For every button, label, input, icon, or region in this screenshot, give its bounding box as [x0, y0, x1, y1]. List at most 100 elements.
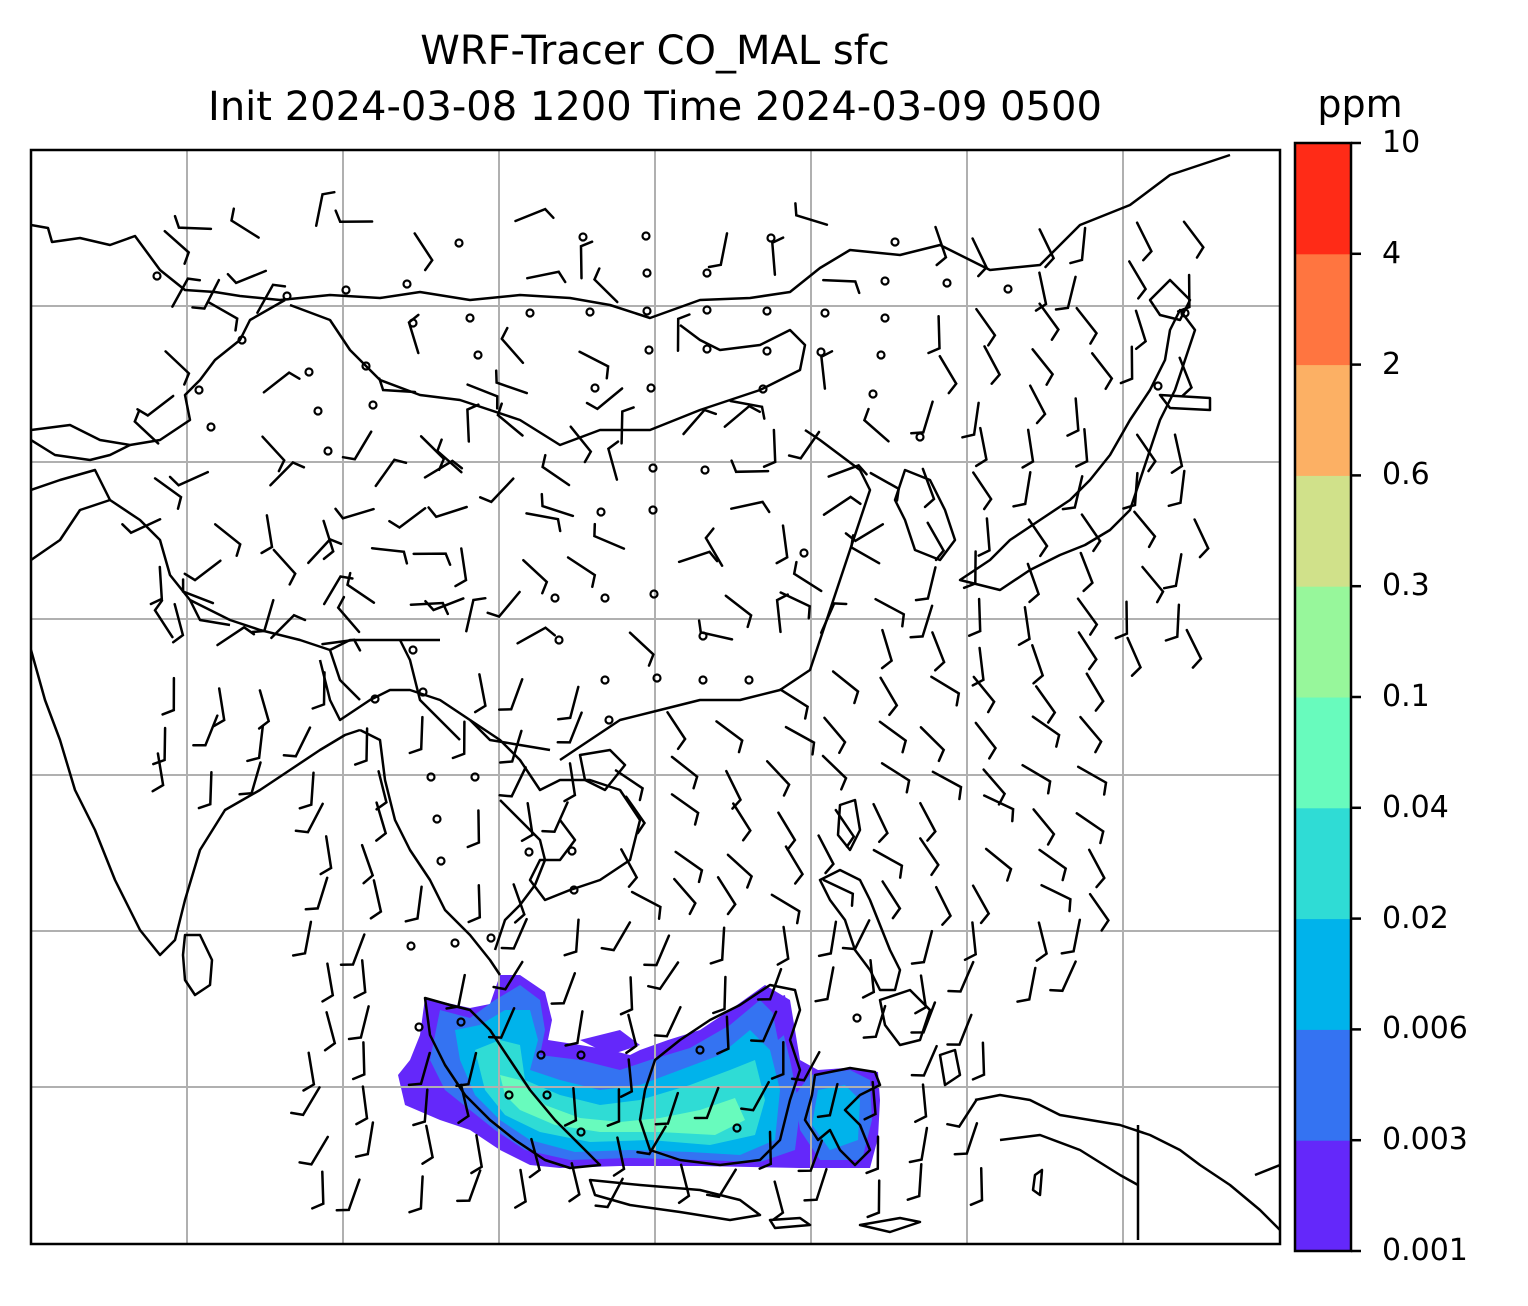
wind-barb: [647, 961, 680, 991]
wind-barb: [192, 714, 219, 747]
wind-barb: [1087, 848, 1106, 889]
wind-barb: [729, 399, 766, 420]
wind-barb: [1031, 348, 1055, 386]
calm-wind-marker: [323, 446, 333, 456]
wind-barb: [834, 808, 856, 848]
wind-barb: [1066, 397, 1080, 437]
wind-barb: [270, 613, 307, 640]
wind-barb: [982, 794, 1015, 823]
wind-barb: [269, 461, 306, 487]
wind-barb: [606, 1088, 621, 1127]
wind-barb: [716, 876, 737, 916]
calm-wind-marker: [915, 432, 925, 442]
wind-barb: [770, 236, 785, 276]
calm-wind-marker: [473, 350, 483, 360]
calm-wind-marker: [576, 1127, 586, 1137]
wind-barb: [630, 890, 662, 921]
wind-barb: [1069, 226, 1087, 265]
calm-wind-marker: [341, 285, 351, 295]
wind-barb: [457, 1083, 470, 1125]
wind-barb: [790, 1050, 821, 1082]
wind-barb: [585, 387, 624, 411]
wind-barb: [878, 720, 908, 754]
wind-barb: [294, 802, 324, 834]
wind-barb: [820, 350, 834, 390]
wind-barb: [707, 232, 729, 269]
wind-barb: [881, 880, 902, 920]
wind-barb: [1016, 966, 1037, 1003]
wind-barb: [914, 566, 937, 602]
wind-barb: [715, 720, 744, 754]
calm-wind-marker: [702, 268, 712, 278]
wind-barb: [336, 595, 361, 634]
wind-barb: [298, 1135, 330, 1166]
wind-barb: [1079, 551, 1094, 593]
calm-wind-marker: [890, 237, 900, 247]
calm-wind-marker: [942, 278, 952, 288]
wind-barb: [334, 507, 375, 520]
wind-barb: [593, 522, 626, 550]
wind-barb: [874, 597, 906, 628]
wind-barb: [749, 1010, 778, 1043]
wind-barb: [1038, 848, 1068, 882]
calm-wind-marker: [604, 715, 614, 725]
wind-barb: [486, 590, 521, 619]
wind-barb: [930, 675, 961, 707]
wind-barb: [919, 801, 937, 842]
wind-barb: [152, 726, 167, 766]
wind-barb: [149, 565, 164, 606]
calm-wind-marker: [536, 1050, 546, 1060]
colorbar-segment: [1295, 697, 1351, 809]
wind-barb: [1034, 271, 1048, 312]
wind-barb: [1076, 597, 1099, 636]
colorbar-segment: [1295, 143, 1351, 255]
wind-barb: [822, 278, 861, 295]
wind-barb: [1021, 428, 1035, 469]
wind-barb: [1088, 892, 1110, 932]
wind-barb: [261, 435, 286, 473]
wind-barb: [541, 453, 571, 487]
wind-barb: [307, 537, 343, 565]
calm-wind-marker: [414, 1022, 424, 1032]
wind-barb: [322, 519, 335, 561]
wind-barb: [777, 811, 797, 851]
wind-barb: [821, 754, 848, 791]
wind-barb: [466, 403, 480, 443]
calm-wind-marker: [525, 308, 535, 318]
wind-barb: [246, 724, 265, 763]
wind-barb: [388, 507, 427, 530]
wind-barb: [1077, 631, 1098, 671]
wind-barb: [762, 428, 777, 468]
calm-wind-marker: [456, 1017, 466, 1027]
wind-barb: [723, 404, 762, 428]
wind-barb: [492, 960, 524, 991]
wind-barb: [238, 761, 262, 796]
wind-barb: [556, 711, 583, 744]
wind-barb: [620, 848, 639, 888]
wind-barb: [339, 933, 366, 966]
wind-barb: [862, 1004, 887, 1039]
wind-barb: [770, 1040, 785, 1080]
wind-barb: [1114, 600, 1129, 640]
wind-barb: [670, 755, 699, 790]
wind-barb: [758, 1130, 773, 1170]
wind-barb: [756, 967, 783, 1001]
calm-wind-marker: [432, 814, 442, 824]
wind-barb: [121, 518, 162, 535]
wind-barb: [516, 626, 557, 645]
wind-barb: [213, 523, 242, 557]
wind-barb: [716, 1015, 730, 1055]
colorbar-segment: [1295, 918, 1351, 1030]
wind-barb: [643, 934, 671, 967]
wind-barb: [931, 631, 946, 672]
wind-barb: [914, 1083, 928, 1124]
wind-barb: [819, 602, 848, 634]
wind-barb: [1182, 220, 1205, 259]
wind-barb: [779, 688, 809, 720]
wind-barb: [260, 514, 274, 555]
wind-barb: [353, 959, 367, 999]
calm-wind-marker: [646, 383, 656, 393]
wind-barb: [872, 802, 889, 844]
wind-barb: [765, 760, 791, 797]
